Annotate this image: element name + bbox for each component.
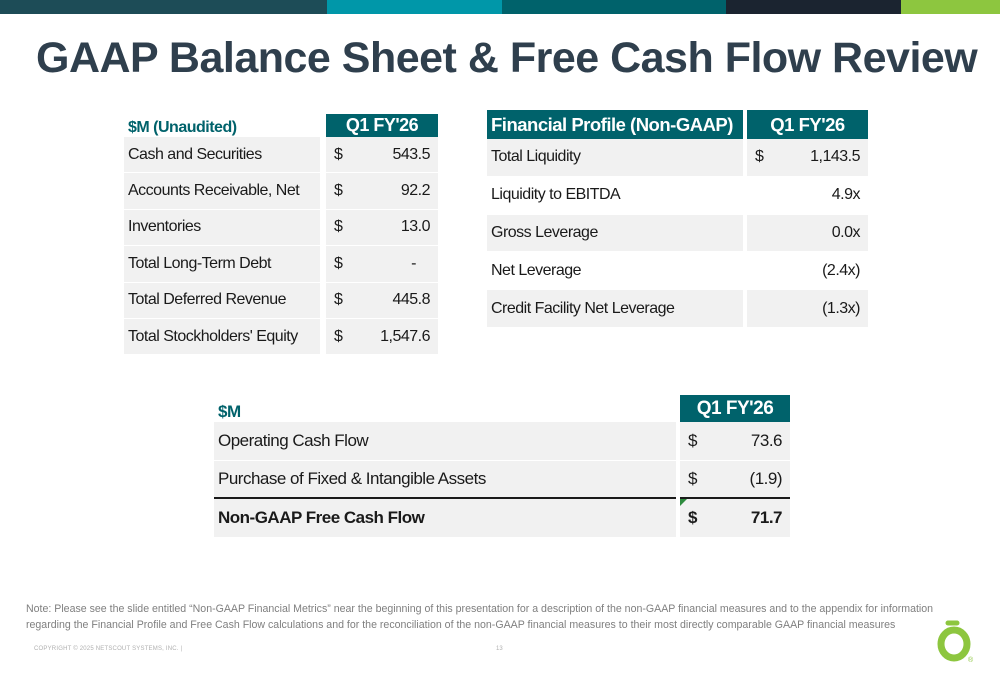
row-value: (2.4x): [822, 261, 860, 279]
row-value-cell: $71.7: [680, 499, 790, 538]
row-label: Purchase of Fixed & Intangible Assets: [214, 460, 676, 499]
row-value: (1.3x): [822, 299, 860, 317]
top-bar-segment-3: [502, 0, 726, 14]
table-row: Total Deferred Revenue $445.8: [124, 282, 438, 319]
netscout-logo-icon: ®: [937, 620, 974, 664]
row-value-cell: 0.0x: [747, 214, 868, 253]
table-row: Net Leverage (2.4x): [487, 252, 868, 291]
free-cash-flow-table: $M Q1 FY'26 Operating Cash Flow $73.6 Pu…: [214, 395, 790, 538]
currency-symbol: $: [688, 468, 697, 488]
table-row: Total Liquidity $1,143.5: [487, 139, 868, 177]
currency-symbol: $: [688, 507, 697, 527]
row-value-cell: (2.4x): [747, 252, 868, 291]
profile-col-header: Q1 FY'26: [747, 110, 868, 139]
row-value: 4.9x: [831, 186, 861, 204]
row-label: Operating Cash Flow: [214, 422, 676, 461]
row-value-cell: $73.6: [680, 422, 790, 461]
row-value: 1,547.6: [380, 327, 430, 345]
table-row: Total Long-Term Debt $ -: [124, 246, 438, 283]
currency-symbol: $: [334, 291, 343, 309]
row-value-cell: $543.5: [326, 137, 438, 174]
balance-sheet-table: $M (Unaudited) Q1 FY'26 Cash and Securit…: [124, 114, 438, 356]
row-label: Non-GAAP Free Cash Flow: [214, 499, 676, 538]
row-value: 13.0: [400, 218, 431, 236]
row-value: 445.8: [392, 291, 430, 309]
currency-symbol: $: [334, 327, 343, 345]
row-value-cell: $ (1.9): [680, 460, 790, 499]
row-label: Gross Leverage: [487, 214, 743, 253]
row-value-cell: $1,547.6: [326, 318, 438, 356]
table-row: Credit Facility Net Leverage (1.3x): [487, 290, 868, 328]
row-label: Cash and Securities: [124, 137, 320, 174]
profile-header: Financial Profile (Non-GAAP): [487, 110, 743, 139]
row-value-cell: $445.8: [326, 282, 438, 319]
row-value-cell: (1.3x): [747, 290, 868, 328]
top-bar-segment-5: [901, 0, 1000, 14]
row-value: (1.9): [749, 468, 783, 488]
footnote: Note: Please see the slide entitled “Non…: [26, 603, 934, 631]
registered-mark: ®: [968, 656, 974, 664]
row-value-cell: 4.9x: [747, 177, 868, 215]
row-value: 543.5: [392, 145, 430, 163]
row-value: 92.2: [400, 182, 431, 200]
table-row-total: Non-GAAP Free Cash Flow $71.7: [214, 499, 790, 538]
balance-col-header: Q1 FY'26: [326, 114, 438, 137]
row-label: Credit Facility Net Leverage: [487, 290, 743, 328]
row-label: Net Leverage: [487, 252, 743, 291]
row-label: Liquidity to EBITDA: [487, 177, 743, 215]
table-row: Total Stockholders' Equity $1,547.6: [124, 318, 438, 356]
row-label: Total Long-Term Debt: [124, 246, 320, 283]
currency-symbol: $: [755, 148, 764, 166]
row-value: 1,143.5: [810, 148, 860, 166]
row-value: 0.0x: [831, 223, 861, 241]
currency-symbol: $: [334, 254, 343, 272]
table-row: Operating Cash Flow $73.6: [214, 422, 790, 461]
table-row: Cash and Securities $543.5: [124, 137, 438, 174]
page-number: 13: [496, 646, 503, 652]
row-label: Inventories: [124, 209, 320, 247]
currency-symbol: $: [334, 182, 343, 200]
slide-title: GAAP Balance Sheet & Free Cash Flow Revi…: [36, 34, 978, 82]
table-row: Inventories $13.0: [124, 209, 438, 247]
top-bar-segment-4: [726, 0, 901, 14]
row-label: Accounts Receivable, Net: [124, 173, 320, 210]
table-row: Liquidity to EBITDA 4.9x: [487, 177, 868, 215]
row-label: Total Stockholders' Equity: [124, 318, 320, 356]
row-value: -: [411, 254, 416, 272]
top-color-bar: [0, 0, 1000, 14]
row-label: Total Liquidity: [487, 139, 743, 177]
row-label: Total Deferred Revenue: [124, 282, 320, 319]
row-value-cell: $1,143.5: [747, 139, 868, 177]
table-row: Gross Leverage 0.0x: [487, 214, 868, 253]
row-value-cell: $13.0: [326, 209, 438, 247]
balance-caption: $M (Unaudited): [128, 119, 237, 136]
copyright-footer: COPYRIGHT © 2025 NETSCOUT SYSTEMS, INC. …: [34, 646, 183, 652]
row-value-cell: $92.2: [326, 173, 438, 210]
table-row: Purchase of Fixed & Intangible Assets $ (…: [214, 460, 790, 499]
table-row: Accounts Receivable, Net $92.2: [124, 173, 438, 210]
corner-marker-icon: [680, 499, 687, 506]
cashflow-col-header: Q1 FY'26: [680, 395, 790, 422]
currency-symbol: $: [688, 430, 697, 450]
currency-symbol: $: [334, 145, 343, 163]
top-bar-segment-1: [0, 0, 327, 14]
row-value: 71.7: [750, 507, 783, 527]
currency-symbol: $: [334, 218, 343, 236]
top-bar-segment-2: [327, 0, 502, 14]
financial-profile-table: Financial Profile (Non-GAAP) Q1 FY'26 To…: [487, 110, 868, 328]
cashflow-caption: $M: [218, 402, 241, 421]
row-value-cell: $ -: [326, 246, 438, 283]
row-value: 73.6: [750, 430, 783, 450]
